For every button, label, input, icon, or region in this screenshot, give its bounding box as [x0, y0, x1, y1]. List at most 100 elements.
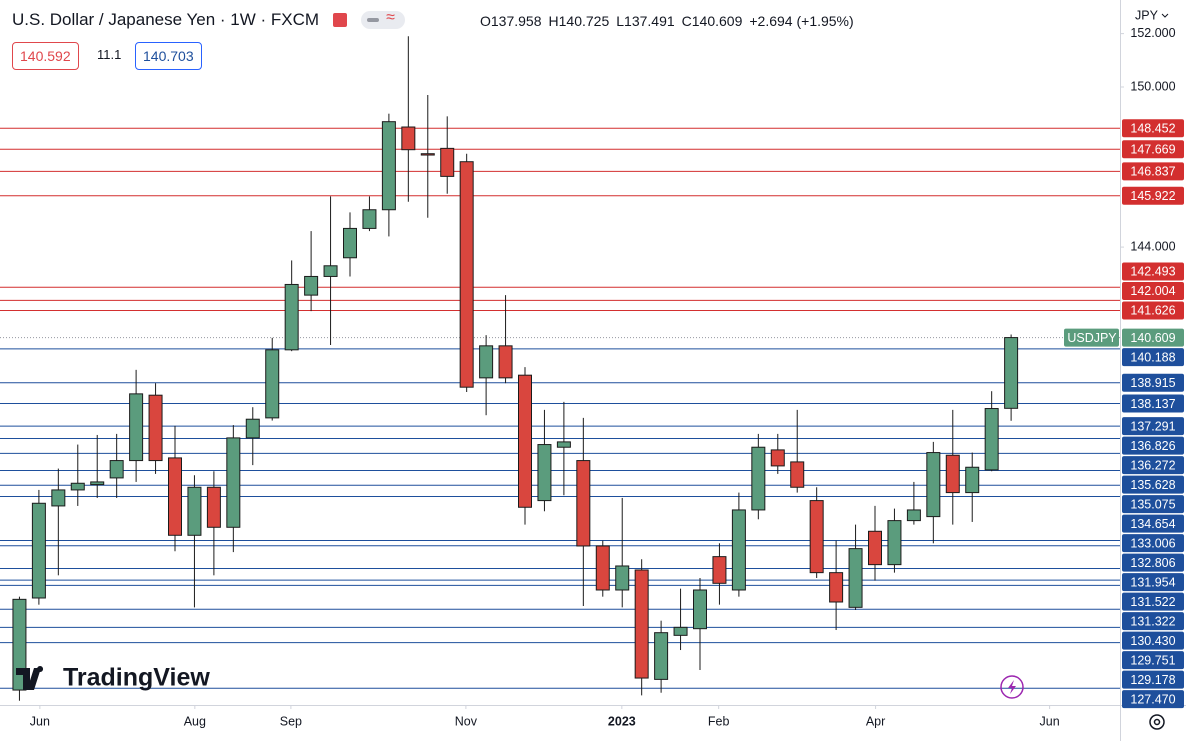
x-tick-label: Aug	[184, 714, 206, 728]
level-label: 141.626	[1130, 304, 1175, 318]
last-price-bg	[1122, 328, 1184, 347]
candle-down	[576, 460, 591, 547]
level-label-bg	[1122, 573, 1184, 592]
sell-button[interactable]: 140.592	[12, 42, 79, 70]
level-label-bg	[1122, 651, 1184, 670]
level-label-bg	[1122, 495, 1184, 514]
x-tick-label: 2023	[608, 714, 636, 728]
x-tick-label: Nov	[455, 714, 478, 728]
sell-price: 140.592	[20, 48, 71, 64]
brand-name: TradingView	[63, 664, 210, 692]
level-label: 138.915	[1130, 376, 1175, 390]
level-label: 134.654	[1130, 517, 1175, 531]
x-tick-label: Jun	[30, 714, 50, 728]
level-label-bg	[1122, 670, 1184, 689]
level-label-bg	[1122, 612, 1184, 631]
candle-down	[206, 486, 221, 528]
candle-down	[790, 461, 805, 488]
currency-selector: JPY	[1135, 8, 1159, 22]
level-label: 127.470	[1130, 692, 1175, 706]
candle-up	[654, 632, 669, 680]
indicator-pill[interactable]: ≈	[361, 9, 406, 29]
ohlc-value: 137.958	[490, 13, 542, 29]
level-label: 131.322	[1130, 614, 1175, 628]
brand-mark	[16, 666, 44, 690]
level-label: 145.922	[1130, 189, 1175, 203]
level-label: 142.004	[1130, 284, 1175, 298]
level-label: 148.452	[1130, 122, 1175, 136]
ohlc-legend: O137.958 H140.725 L137.491 C140.609 +2.694 (…	[480, 13, 854, 29]
candle-up	[848, 548, 863, 608]
candle-up	[12, 598, 27, 691]
candle-down	[945, 454, 960, 494]
y-tick-label: 152.000	[1130, 26, 1175, 40]
spread: 11.1	[90, 42, 129, 68]
candle-up	[343, 227, 357, 259]
candle-up	[187, 486, 202, 536]
candle-up	[926, 452, 941, 518]
candle-up	[673, 626, 688, 636]
level-label: 137.291	[1130, 419, 1175, 433]
level-label-bg	[1122, 162, 1184, 181]
x-tick-label: Feb	[708, 714, 730, 728]
level-label-bg	[1122, 514, 1184, 533]
level-label-bg	[1122, 186, 1184, 205]
level-label: 132.806	[1130, 556, 1175, 570]
level-label: 135.628	[1130, 478, 1175, 492]
ohlc-label: O	[480, 13, 491, 29]
ohlc-value: 140.725	[558, 13, 610, 29]
chart-title: U.S. Dollar / Japanese Yen · 1W · FXCM	[12, 10, 320, 29]
candle-down	[459, 161, 474, 388]
ohlc-value: 140.609	[691, 13, 743, 29]
candle-down	[809, 500, 824, 574]
level-label: 136.272	[1130, 458, 1175, 472]
buy-price: 140.703	[143, 48, 194, 64]
x-tick-label: Jun	[1040, 714, 1060, 728]
level-label: 147.669	[1130, 142, 1175, 156]
candle-up	[615, 565, 630, 591]
candle-down	[148, 394, 163, 462]
level-label-bg	[1122, 631, 1184, 650]
candle-up	[31, 502, 46, 599]
candle-up	[129, 393, 144, 462]
buy-button[interactable]: 140.703	[135, 42, 202, 70]
candle-up	[731, 509, 746, 591]
candle-up	[984, 408, 999, 471]
level-label-bg	[1122, 592, 1184, 611]
ohlc-label: C	[681, 13, 692, 29]
candle-up	[245, 418, 260, 439]
level-label-bg	[1122, 373, 1184, 392]
ohlc-label: H	[548, 13, 559, 29]
level-label-bg	[1122, 475, 1184, 494]
candle-down	[595, 545, 610, 591]
candle-down	[168, 457, 182, 536]
candle-down	[712, 556, 727, 584]
level-label-bg	[1122, 534, 1184, 553]
level-label: 136.826	[1130, 439, 1175, 453]
candle-down	[401, 126, 416, 151]
flag-icon[interactable]	[333, 13, 348, 27]
level-label: 138.137	[1130, 397, 1175, 411]
spread-value: 11.1	[97, 47, 122, 62]
candle-up	[965, 466, 980, 494]
ohlc-value: 137.491	[624, 13, 675, 29]
level-label: 129.751	[1130, 653, 1175, 667]
settings-hub	[1153, 718, 1161, 726]
y-tick-label: 144.000	[1130, 239, 1175, 253]
candle-up	[556, 441, 571, 448]
candle-down	[518, 374, 532, 508]
candle-up	[1004, 337, 1019, 409]
candle-up	[362, 209, 377, 229]
candle-up	[381, 121, 396, 211]
level-label-bg	[1122, 456, 1184, 475]
x-tick-label: Apr	[866, 714, 885, 728]
y-tick-label: 150.000	[1130, 79, 1175, 93]
candle-down	[770, 449, 785, 467]
level-label-bg	[1122, 394, 1184, 413]
flash-icon[interactable]	[1000, 675, 1024, 699]
symbol-label: USDJPY	[1067, 331, 1117, 345]
candle-down	[868, 530, 882, 566]
level-label-bg	[1122, 262, 1184, 281]
settings-icon[interactable]	[1149, 714, 1165, 730]
